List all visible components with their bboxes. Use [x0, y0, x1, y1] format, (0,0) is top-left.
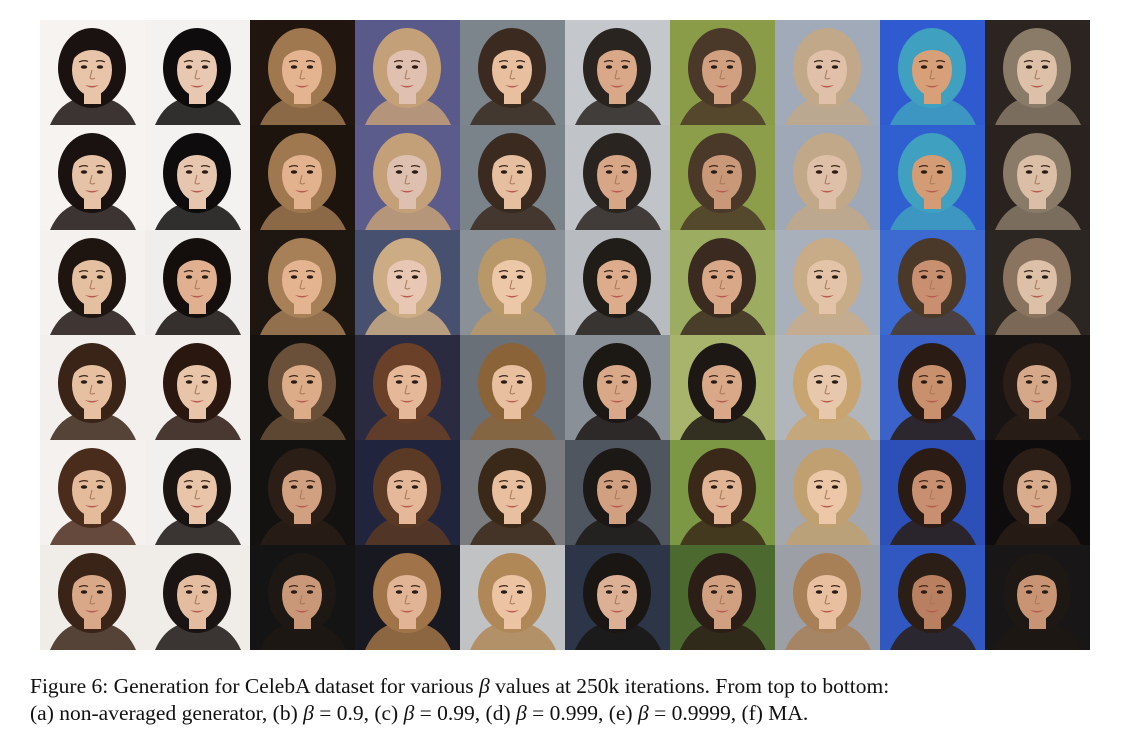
- generated-face-image: [355, 125, 460, 230]
- generated-face-image: [145, 230, 250, 335]
- generated-face-image: [250, 545, 355, 650]
- generated-face-image: [250, 230, 355, 335]
- beta-symbol: β: [516, 701, 527, 725]
- caption-text: = 0.99, (d): [414, 701, 516, 725]
- generated-face-image: [40, 440, 145, 545]
- generated-face-image: [355, 230, 460, 335]
- generated-face-image: [40, 125, 145, 230]
- generated-face-image: [985, 230, 1090, 335]
- generated-face-image: [775, 335, 880, 440]
- generated-face-image: [985, 20, 1090, 125]
- generated-face-image: [565, 440, 670, 545]
- generated-face-image: [145, 545, 250, 650]
- generated-face-image: [460, 125, 565, 230]
- generated-face-image: [565, 335, 670, 440]
- caption-text: Figure 6: Generation for CelebA dataset …: [30, 674, 479, 698]
- generated-face-image: [670, 230, 775, 335]
- caption-text: values at 250k iterations. From top to b…: [489, 674, 890, 698]
- generated-face-image: [985, 545, 1090, 650]
- generated-face-image: [775, 545, 880, 650]
- generated-face-image: [460, 20, 565, 125]
- caption-text: = 0.999, (e): [526, 701, 638, 725]
- generated-face-image: [670, 20, 775, 125]
- generated-face-image: [355, 440, 460, 545]
- generated-face-image: [880, 335, 985, 440]
- generated-face-image: [355, 20, 460, 125]
- generated-face-image: [250, 335, 355, 440]
- beta-symbol: β: [478, 674, 490, 698]
- caption-line-2: (a) non-averaged generator, (b) β = 0.9,…: [30, 700, 1110, 727]
- generated-face-image: [460, 230, 565, 335]
- generated-face-image: [985, 125, 1090, 230]
- generated-face-image: [670, 125, 775, 230]
- generated-face-image: [775, 20, 880, 125]
- generated-face-image: [460, 545, 565, 650]
- generated-face-image: [250, 125, 355, 230]
- generated-face-image: [775, 125, 880, 230]
- generated-face-image: [145, 125, 250, 230]
- caption-text: = 0.9999, (f) MA.: [648, 701, 809, 725]
- generated-face-image: [880, 440, 985, 545]
- generated-face-image: [565, 125, 670, 230]
- generated-face-image: [670, 545, 775, 650]
- caption-line-1: Figure 6: Generation for CelebA dataset …: [30, 673, 1110, 700]
- beta-symbol: β: [637, 701, 649, 725]
- generated-face-image: [670, 440, 775, 545]
- generated-face-image: [355, 545, 460, 650]
- generated-face-image: [880, 230, 985, 335]
- generated-face-image: [40, 20, 145, 125]
- generated-face-image: [775, 230, 880, 335]
- generated-face-image: [775, 440, 880, 545]
- generated-face-image: [40, 335, 145, 440]
- generated-face-image: [145, 20, 250, 125]
- generated-face-image: [565, 20, 670, 125]
- generated-face-image: [40, 545, 145, 650]
- face-generation-figure: [40, 20, 1090, 650]
- generated-face-image: [145, 335, 250, 440]
- caption-text: = 0.9, (c): [313, 701, 404, 725]
- caption-text: (a) non-averaged generator, (b): [30, 701, 304, 725]
- generated-face-image: [670, 335, 775, 440]
- generated-face-image: [250, 440, 355, 545]
- generated-face-image: [565, 545, 670, 650]
- generated-face-image: [40, 230, 145, 335]
- figure-caption: Figure 6: Generation for CelebA dataset …: [30, 673, 1110, 727]
- generated-face-image: [880, 545, 985, 650]
- beta-symbol: β: [303, 701, 314, 725]
- generated-face-image: [985, 440, 1090, 545]
- generated-face-image: [250, 20, 355, 125]
- generated-face-image: [355, 335, 460, 440]
- generated-face-image: [460, 335, 565, 440]
- face-grid: [40, 20, 1090, 650]
- generated-face-image: [145, 440, 250, 545]
- beta-symbol: β: [403, 701, 415, 725]
- generated-face-image: [880, 125, 985, 230]
- generated-face-image: [880, 20, 985, 125]
- generated-face-image: [985, 335, 1090, 440]
- generated-face-image: [460, 440, 565, 545]
- generated-face-image: [565, 230, 670, 335]
